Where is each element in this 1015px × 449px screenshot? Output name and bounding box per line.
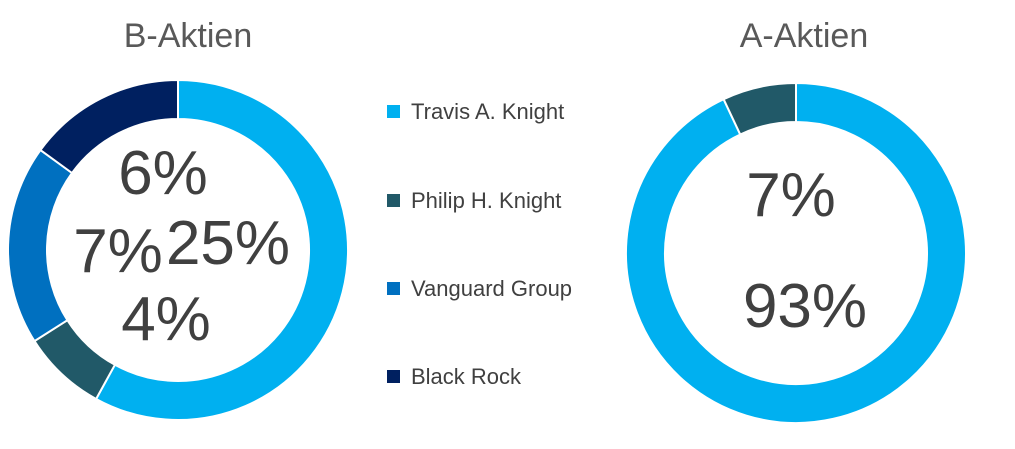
donut-slice-b-aktien-4 bbox=[39, 78, 179, 175]
legend-label-2: Philip H. Knight bbox=[411, 188, 561, 213]
data-label-b-2: 7% bbox=[73, 217, 163, 286]
donut-slice-b-aktien-3 bbox=[7, 148, 74, 343]
donut-slice-a-aktien-1 bbox=[625, 81, 967, 424]
chart-a-aktien: A-Aktien 7% 93% bbox=[625, 17, 967, 424]
legend-label-1: Travis A. Knight bbox=[411, 99, 564, 124]
chart-b-aktien: B-Aktien 6% 7% 25% 4% bbox=[7, 17, 349, 421]
data-label-a-2: 93% bbox=[743, 272, 867, 341]
data-label-b-3: 25% bbox=[166, 209, 290, 278]
data-label-b-4: 4% bbox=[121, 285, 211, 354]
legend: Travis A. Knight Philip H. Knight Vangua… bbox=[387, 99, 572, 389]
donut-slice-a-aktien-2 bbox=[722, 81, 797, 136]
donut-slice-b-aktien-1 bbox=[94, 78, 349, 421]
legend-swatch-1 bbox=[387, 105, 400, 118]
chart-title-a-aktien: A-Aktien bbox=[740, 17, 869, 55]
data-label-a-1: 7% bbox=[746, 161, 836, 230]
donut-slices-b-aktien bbox=[7, 78, 349, 421]
legend-swatch-2 bbox=[387, 194, 400, 207]
data-label-b-1: 6% bbox=[118, 139, 208, 208]
donut-slices-a-aktien bbox=[625, 81, 967, 424]
legend-label-4: Black Rock bbox=[411, 364, 522, 389]
legend-swatch-4 bbox=[387, 370, 400, 383]
chart-title-b-aktien: B-Aktien bbox=[124, 17, 253, 55]
legend-swatch-3 bbox=[387, 282, 400, 295]
legend-label-3: Vanguard Group bbox=[411, 276, 572, 301]
